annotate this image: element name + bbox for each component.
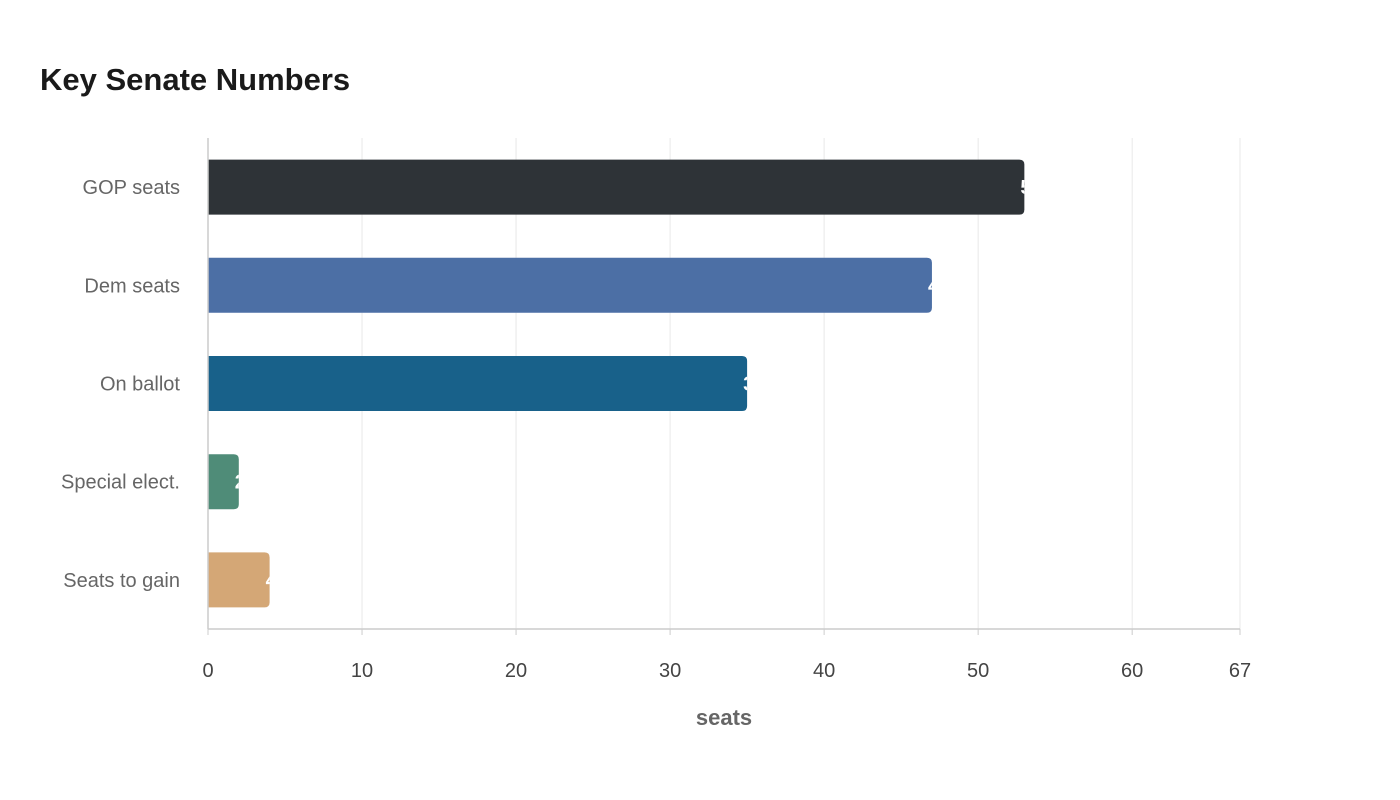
category-label: Seats to gain: [63, 570, 180, 592]
bar-1: [208, 257, 932, 313]
bar-2: [208, 356, 748, 411]
axes: [207, 138, 1241, 635]
category-label: Special elect.: [61, 472, 180, 494]
x-tick-label: 10: [351, 660, 373, 682]
data-label: 53: [1020, 177, 1042, 199]
bar-4: [208, 552, 270, 608]
category-label: GOP seats: [83, 177, 180, 199]
bars: [208, 159, 1025, 608]
x-tick-label: 40: [813, 660, 835, 682]
data-label: 35: [743, 374, 765, 396]
labels: 0 10 20 30 40 50 60 67 GOP seats 53 Dem seats 47 On …: [61, 177, 1251, 682]
x-tick-label: 0: [202, 660, 213, 682]
x-tick-label: 20: [505, 660, 527, 682]
bar-3: [208, 454, 239, 510]
data-label: 2: [235, 472, 246, 494]
category-label: On ballot: [100, 374, 180, 396]
bar-0: [208, 159, 1025, 215]
data-label: 47: [928, 275, 950, 297]
x-tick-label: 60: [1121, 660, 1143, 682]
x-tick-label: 30: [659, 660, 681, 682]
chart-title: Key Senate Numbers: [40, 62, 351, 97]
x-tick-label: 50: [967, 660, 989, 682]
data-label: 4: [266, 570, 278, 592]
x-tick-label: 67: [1229, 660, 1251, 682]
x-axis-title: seats: [696, 705, 752, 730]
category-label: Dem seats: [84, 275, 180, 297]
